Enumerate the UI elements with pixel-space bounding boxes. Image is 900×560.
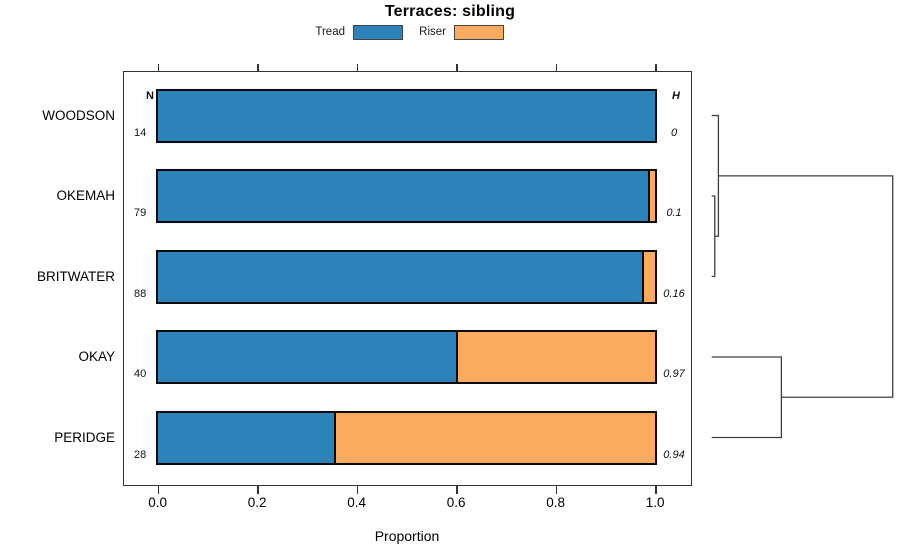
x-axis-tick-bottom xyxy=(257,485,259,494)
plot-box xyxy=(123,71,692,486)
category-label-britwater: BRITWATER xyxy=(37,268,115,284)
n-value: 88 xyxy=(134,287,147,300)
x-axis-tick-bottom xyxy=(555,485,558,494)
category-label-woodson: WOODSON xyxy=(42,107,115,123)
tread-segment xyxy=(157,90,655,141)
x-axis-tick-top xyxy=(456,63,458,71)
x-axis-tick-bottom xyxy=(356,485,359,494)
x-axis-title: Proportion xyxy=(374,528,440,544)
riser-segment xyxy=(455,332,655,382)
x-axis-tick-bottom xyxy=(157,485,160,494)
h-value: 0.16 xyxy=(663,287,685,300)
bar-peridge xyxy=(155,410,657,465)
legend-swatch-tread xyxy=(353,24,403,40)
dendrogram-links xyxy=(711,114,894,439)
h-value: 0.94 xyxy=(663,448,685,461)
chart-title: Terraces: sibling xyxy=(384,3,516,20)
tread-segment xyxy=(157,412,335,463)
x-axis-tick-label: 0.6 xyxy=(446,495,466,510)
x-axis-tick-top xyxy=(655,63,657,71)
x-axis-tick-bottom xyxy=(456,485,458,494)
n-value: 14 xyxy=(134,126,147,139)
tread-segment xyxy=(157,251,643,302)
tread-segment xyxy=(157,332,456,382)
bar-okemah xyxy=(155,169,657,223)
legend-swatch-riser xyxy=(454,24,504,40)
tread-segment xyxy=(157,171,649,221)
n-value: 79 xyxy=(134,207,147,219)
x-axis-tick-top xyxy=(555,63,558,71)
h-value: 0.97 xyxy=(663,368,685,380)
h-value: 0 xyxy=(670,126,678,139)
x-axis-tick-top xyxy=(157,63,160,71)
bar-okay xyxy=(155,330,657,384)
riser-segment xyxy=(648,171,655,221)
category-label-peridge: PERIDGE xyxy=(54,429,115,445)
bar-woodson xyxy=(155,88,657,143)
x-axis-tick-top xyxy=(257,63,259,71)
category-label-okemah: OKEMAH xyxy=(56,188,115,203)
x-axis-tick-top xyxy=(356,63,359,71)
riser-segment xyxy=(334,412,655,463)
x-axis-tick-label: 0.0 xyxy=(148,495,168,510)
riser-segment xyxy=(642,251,655,302)
legend-label-tread: Tread xyxy=(315,26,345,38)
bar-britwater xyxy=(155,249,657,304)
x-axis-tick-label: 0.4 xyxy=(347,495,367,510)
n-column-header: N xyxy=(146,89,154,102)
x-axis-tick-bottom xyxy=(655,485,657,494)
category-label-okay: OKAY xyxy=(78,349,115,364)
n-value: 28 xyxy=(134,448,147,461)
x-axis-tick-label: 1.0 xyxy=(645,495,665,510)
legend-label-riser: Riser xyxy=(419,26,446,38)
h-value: 0.1 xyxy=(666,207,682,219)
h-column-header: H xyxy=(672,89,680,102)
x-axis-tick-label: 0.2 xyxy=(247,495,267,510)
n-value: 40 xyxy=(134,368,147,380)
x-axis-tick-label: 0.8 xyxy=(546,495,566,510)
